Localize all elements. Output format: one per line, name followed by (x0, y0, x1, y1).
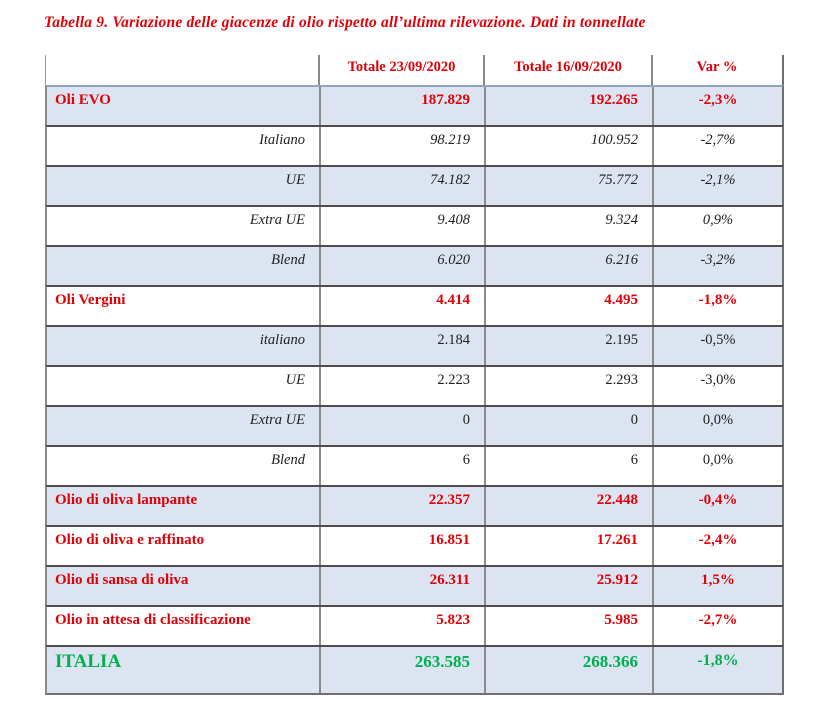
row-total-1: 2.223 (319, 367, 484, 405)
row-label: Olio di sansa di oliva (55, 572, 189, 588)
row-var-pct: -1,8% (652, 647, 782, 693)
row-var-pct: -0,4% (652, 487, 782, 525)
row-var-pct: -0,5% (652, 327, 782, 365)
table-row-blend-evo: Blend 6.020 6.216 -3,2% (45, 245, 784, 285)
row-var-pct: -2,7% (652, 127, 782, 165)
row-total-2: 17.261 (484, 527, 652, 565)
row-label: Extra UE (249, 212, 305, 228)
row-total-1: 6 (319, 447, 484, 485)
row-total-2: 6.216 (484, 247, 652, 285)
row-var-pct: 1,5% (652, 567, 782, 605)
row-label: UE (285, 372, 305, 388)
row-total-2: 6 (484, 447, 652, 485)
table-row-olio-raffinato: Olio di oliva e raffinato 16.851 17.261 … (45, 525, 784, 565)
table-header-row: Totale 23/09/2020 Totale 16/09/2020 Var … (45, 55, 784, 85)
row-total-1: 0 (319, 407, 484, 445)
table-row-blend-vergini: Blend 6 6 0,0% (45, 445, 784, 485)
row-total-1: 16.851 (319, 527, 484, 565)
row-var-pct: 0,0% (652, 447, 782, 485)
header-totale-16-09-2020: Totale 16/09/2020 (483, 55, 651, 85)
row-total-1: 5.823 (319, 607, 484, 645)
header-empty (46, 55, 318, 85)
row-total-2: 268.366 (484, 647, 652, 693)
row-var-pct: -1,8% (652, 287, 782, 325)
row-label: Blend (271, 252, 305, 268)
row-total-1: 74.182 (319, 167, 484, 205)
row-total-2: 75.772 (484, 167, 652, 205)
table-row-extra-ue-vergini: Extra UE 0 0 0,0% (45, 405, 784, 445)
row-total-1: 9.408 (319, 207, 484, 245)
table-row-ue-vergini: UE 2.223 2.293 -3,0% (45, 365, 784, 405)
row-total-1: 22.357 (319, 487, 484, 525)
table-row-olio-attesa-classificazione: Olio in attesa di classificazione 5.823 … (45, 605, 784, 645)
header-var-pct: Var % (651, 55, 781, 85)
giacenze-olio-table: Totale 23/09/2020 Totale 16/09/2020 Var … (45, 55, 784, 695)
row-var-pct: -2,4% (652, 527, 782, 565)
table-title: Tabella 9. Variazione delle giacenze di … (44, 14, 646, 31)
row-label: UE (285, 172, 305, 188)
row-total-2: 5.985 (484, 607, 652, 645)
row-total-2: 9.324 (484, 207, 652, 245)
row-total-2: 2.293 (484, 367, 652, 405)
row-label: Extra UE (249, 412, 305, 428)
table-row-oli-vergini: Oli Vergini 4.414 4.495 -1,8% (45, 285, 784, 325)
row-label: Oli EVO (55, 92, 111, 108)
row-label: Italiano (259, 132, 305, 148)
row-label: italiano (259, 332, 305, 348)
row-label: Olio di oliva lampante (55, 492, 198, 508)
table-row-extra-ue-evo: Extra UE 9.408 9.324 0,9% (45, 205, 784, 245)
table-row-italiano-evo: Italiano 98.219 100.952 -2,7% (45, 125, 784, 165)
row-var-pct: -3,2% (652, 247, 782, 285)
row-label: Olio di oliva e raffinato (55, 532, 205, 548)
row-label: Oli Vergini (55, 292, 126, 308)
table-row-ue-evo: UE 74.182 75.772 -2,1% (45, 165, 784, 205)
row-total-1: 4.414 (319, 287, 484, 325)
row-total-1: 2.184 (319, 327, 484, 365)
row-total-2: 2.195 (484, 327, 652, 365)
row-var-pct: 0,0% (652, 407, 782, 445)
row-total-2: 4.495 (484, 287, 652, 325)
row-total-2: 25.912 (484, 567, 652, 605)
row-total-1: 187.829 (319, 87, 484, 125)
header-totale-23-09-2020: Totale 23/09/2020 (318, 55, 483, 85)
table-row-italia-total: ITALIA 263.585 268.366 -1,8% (45, 645, 784, 695)
row-label: Blend (271, 452, 305, 468)
row-total-1: 26.311 (319, 567, 484, 605)
row-var-pct: -2,1% (652, 167, 782, 205)
row-total-1: 98.219 (319, 127, 484, 165)
row-var-pct: -2,7% (652, 607, 782, 645)
table-row-italiano-vergini: italiano 2.184 2.195 -0,5% (45, 325, 784, 365)
row-label: ITALIA (55, 651, 122, 672)
row-total-2: 22.448 (484, 487, 652, 525)
row-total-2: 192.265 (484, 87, 652, 125)
row-label: Olio in attesa di classificazione (55, 612, 251, 628)
table-row-olio-sansa: Olio di sansa di oliva 26.311 25.912 1,5… (45, 565, 784, 605)
row-total-1: 6.020 (319, 247, 484, 285)
row-var-pct: -2,3% (652, 87, 782, 125)
row-total-2: 0 (484, 407, 652, 445)
row-var-pct: -3,0% (652, 367, 782, 405)
table-row-oli-evo: Oli EVO 187.829 192.265 -2,3% (45, 85, 784, 125)
row-total-2: 100.952 (484, 127, 652, 165)
table-row-olio-lampante: Olio di oliva lampante 22.357 22.448 -0,… (45, 485, 784, 525)
row-total-1: 263.585 (319, 647, 484, 693)
row-var-pct: 0,9% (652, 207, 782, 245)
